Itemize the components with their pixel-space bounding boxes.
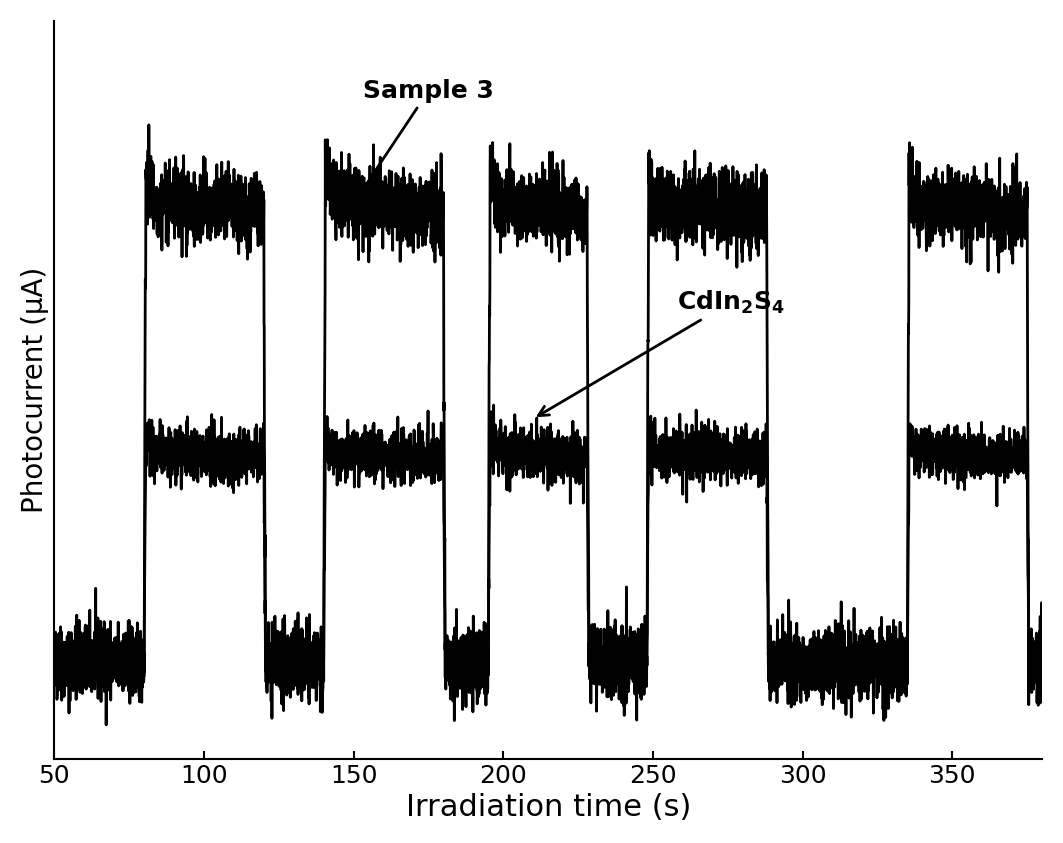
Text: $\mathbf{CdIn_2S_4}$: $\mathbf{CdIn_2S_4}$ (538, 288, 784, 416)
Text: Sample 3: Sample 3 (362, 79, 494, 189)
Y-axis label: Photocurrent (μA): Photocurrent (μA) (21, 266, 49, 513)
X-axis label: Irradiation time (s): Irradiation time (s) (406, 793, 691, 822)
